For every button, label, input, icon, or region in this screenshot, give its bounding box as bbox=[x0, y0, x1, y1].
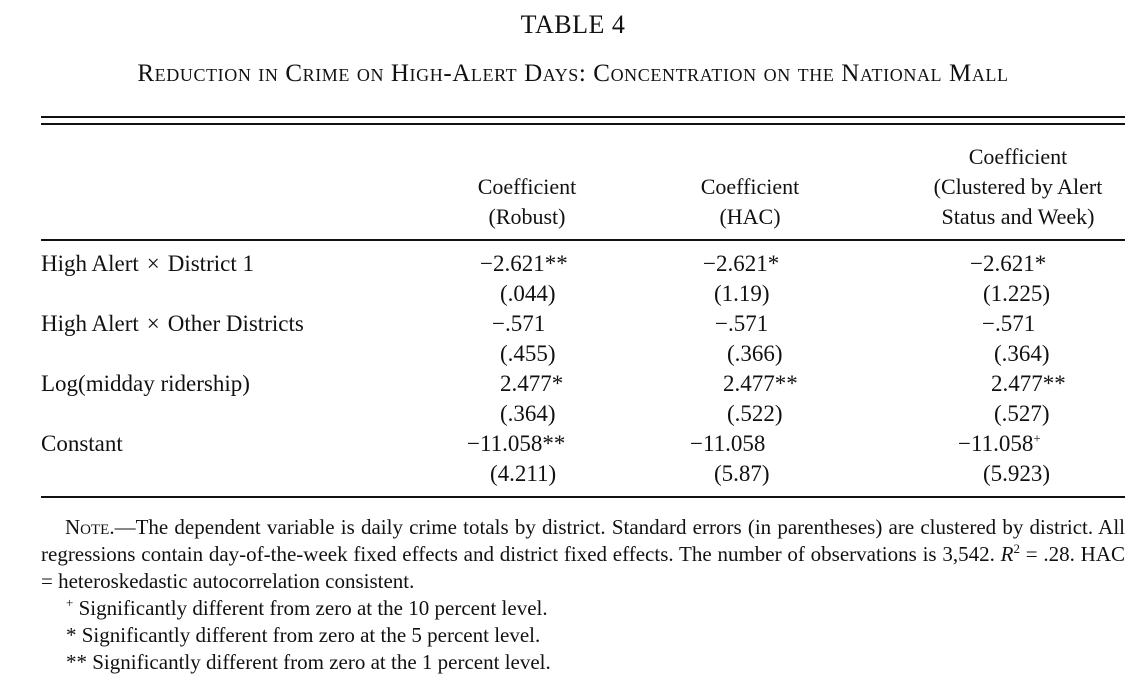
coef-cell: −.571 bbox=[492, 311, 546, 336]
footnote-text: Significantly different from zero at the… bbox=[92, 650, 551, 674]
coef-cell: 2.477** bbox=[991, 371, 1066, 396]
note-lead: Note.— bbox=[65, 515, 136, 539]
column-header-hac: Coefficient (HAC) bbox=[650, 172, 850, 232]
row-label-part: District 1 bbox=[167, 251, 254, 276]
se-cell: (.364) bbox=[500, 401, 556, 426]
footnote-5-percent: * Significantly different from zero at t… bbox=[66, 622, 540, 649]
se-cell: (5.923) bbox=[983, 461, 1051, 486]
row-label-part: Other Districts bbox=[167, 311, 304, 336]
note-text: The dependent variable is daily crime to… bbox=[41, 515, 1125, 566]
note-text: = .28. HAC = heteroskedastic autocorrela… bbox=[41, 542, 1125, 593]
column-header-line: (HAC) bbox=[719, 204, 781, 229]
table-title: Reduction in Crime on High-Alert Days: C… bbox=[137, 60, 1009, 87]
se-cell: (4.211) bbox=[490, 461, 557, 486]
se-cell: (.522) bbox=[727, 401, 783, 426]
row-label-part: High Alert bbox=[41, 311, 139, 336]
column-header-line: (Clustered by Alert bbox=[933, 174, 1103, 199]
coef-cell: −11.058** bbox=[467, 431, 566, 456]
top-rule-outer bbox=[41, 116, 1125, 118]
row-label-high-alert-other-districts: High Alert × Other Districts bbox=[41, 309, 304, 339]
column-header-robust: Coefficient (Robust) bbox=[427, 172, 627, 232]
coef-cell: 2.477** bbox=[723, 371, 798, 396]
r-squared-exponent: 2 bbox=[1013, 541, 1020, 556]
footnote-symbol: * bbox=[66, 623, 77, 647]
coef-cell-with-marker: −11.058+ bbox=[958, 429, 1041, 459]
interaction-symbol: × bbox=[146, 251, 160, 276]
se-cell: (.366) bbox=[727, 341, 783, 366]
coef-cell: −2.621* bbox=[703, 251, 780, 276]
column-header-clustered: Coefficient (Clustered by Alert Status a… bbox=[900, 142, 1136, 232]
row-label-high-alert-district-1: High Alert × District 1 bbox=[41, 249, 254, 279]
table-number: TABLE 4 bbox=[520, 10, 626, 39]
footnote-symbol: ** bbox=[66, 650, 87, 674]
coef-cell: −2.621* bbox=[970, 251, 1047, 276]
se-cell: (5.87) bbox=[714, 461, 770, 486]
footnote-text: Significantly different from zero at the… bbox=[78, 596, 548, 620]
coef-cell: −.571 bbox=[715, 311, 769, 336]
column-header-line: (Robust) bbox=[488, 204, 566, 229]
se-cell: (1.225) bbox=[983, 281, 1051, 306]
coef-cell: −2.621** bbox=[480, 251, 568, 276]
top-rule-inner bbox=[41, 123, 1125, 125]
se-cell: (.527) bbox=[994, 401, 1050, 426]
r-squared-symbol: R bbox=[1000, 542, 1014, 566]
row-label-log-midday-ridership: Log(midday ridership) bbox=[41, 371, 250, 396]
row-label-part: High Alert bbox=[41, 251, 139, 276]
column-header-line: Coefficient bbox=[700, 174, 800, 199]
row-label-constant: Constant bbox=[41, 431, 123, 456]
coef-value: −11.058 bbox=[958, 431, 1034, 456]
coef-cell: 2.477* bbox=[500, 371, 564, 396]
se-cell: (.044) bbox=[500, 281, 556, 306]
se-cell: (.455) bbox=[500, 341, 556, 366]
column-header-line: Status and Week) bbox=[941, 204, 1095, 229]
se-cell: (.364) bbox=[994, 341, 1050, 366]
footnote-1-percent: ** Significantly different from zero at … bbox=[66, 649, 551, 676]
column-header-line: Coefficient bbox=[968, 144, 1068, 169]
coef-cell: −11.058 bbox=[690, 431, 766, 456]
bottom-rule bbox=[41, 496, 1125, 498]
header-rule bbox=[41, 239, 1125, 241]
footnote-text: Significantly different from zero at the… bbox=[81, 623, 541, 647]
coef-cell: −.571 bbox=[982, 311, 1036, 336]
interaction-symbol: × bbox=[146, 311, 160, 336]
footnote-10-percent: + Significantly different from zero at t… bbox=[66, 595, 548, 622]
significance-marker: + bbox=[1033, 430, 1041, 446]
footnote-symbol: + bbox=[66, 595, 74, 610]
column-header-line: Coefficient bbox=[477, 174, 577, 199]
table-note: Note.—The dependent variable is daily cr… bbox=[41, 514, 1125, 595]
se-cell: (1.19) bbox=[714, 281, 770, 306]
